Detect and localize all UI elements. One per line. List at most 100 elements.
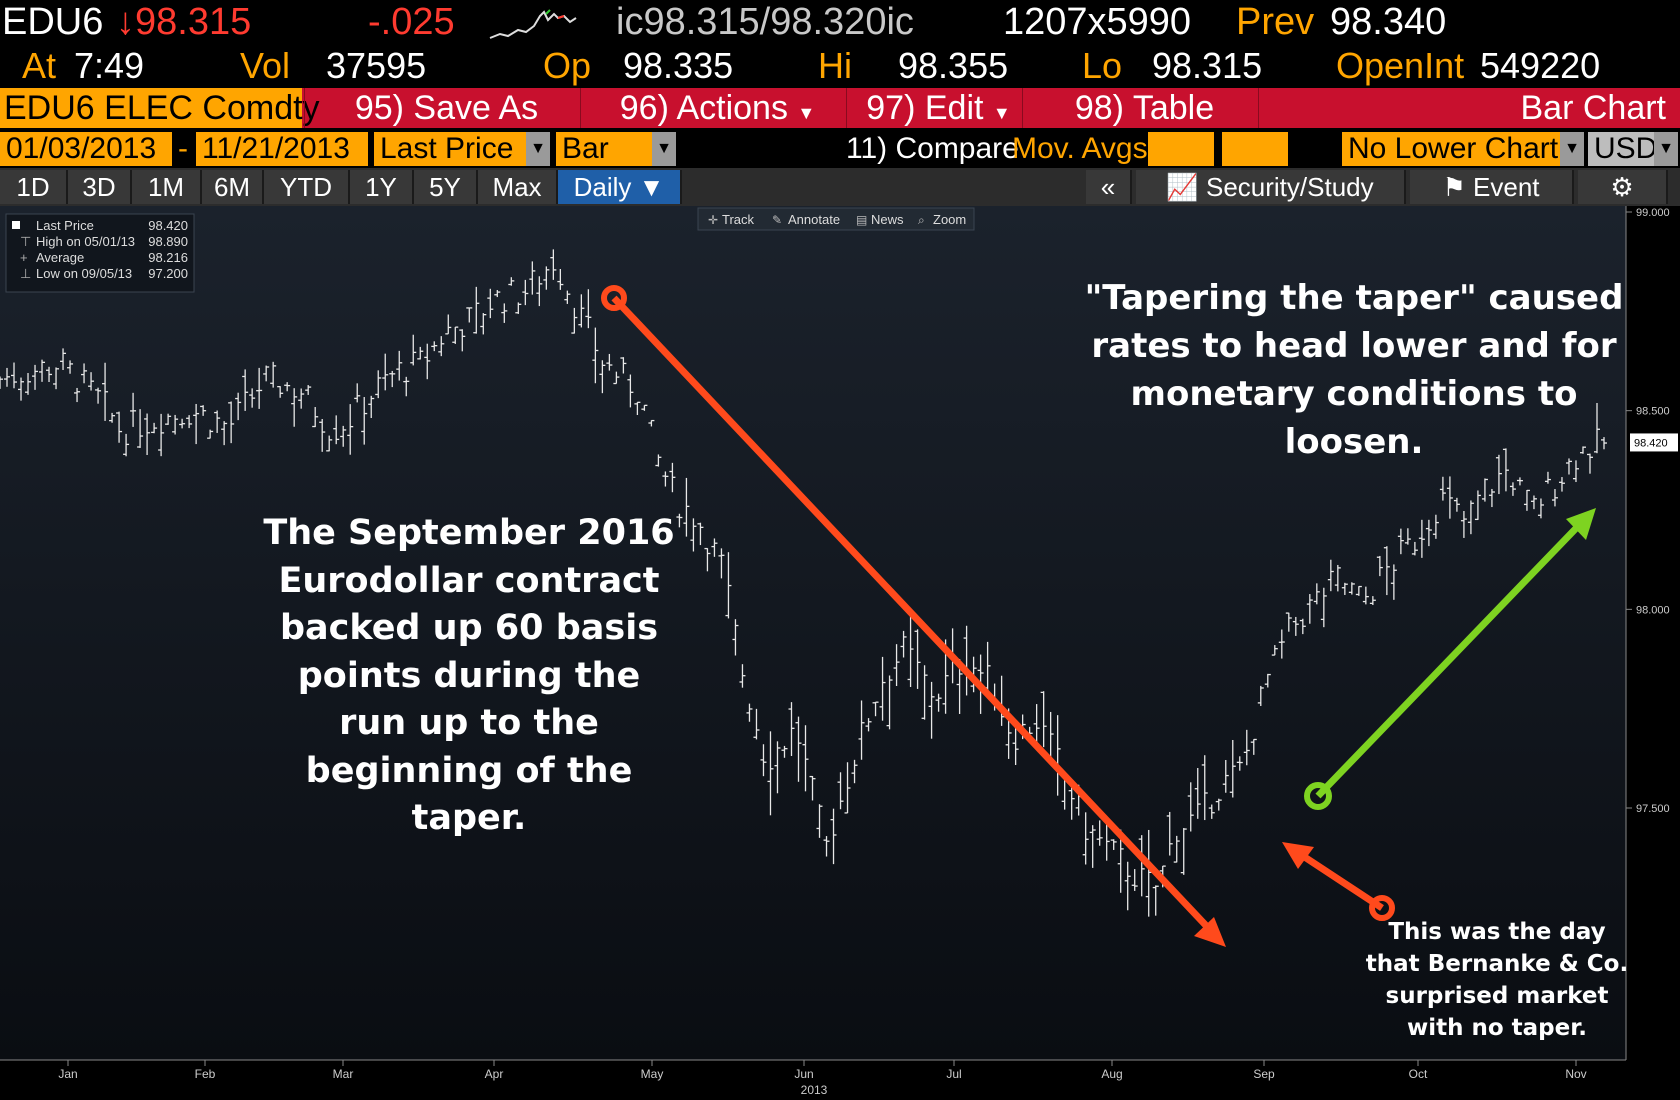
compare-button[interactable]: 11) Compare: [846, 132, 1019, 165]
save-as-button[interactable]: 95) Save As: [304, 88, 580, 128]
annotation-right-line: "Tapering the taper" caused: [1084, 278, 1624, 318]
period-tabs-row: 1D 3D 1M 6M YTD 1Y 5Y Max Daily ▼ « 📈 Se…: [0, 168, 1680, 206]
search-icon: ⌕: [918, 213, 925, 227]
start-date-input[interactable]: 01/03/2013: [0, 132, 172, 166]
price-bar: [522, 279, 529, 306]
price-bar: [704, 547, 711, 572]
price-bar: [585, 289, 592, 329]
mov-avgs-label[interactable]: Mov. Avgs: [1012, 132, 1148, 165]
y-axis-panel: [1626, 206, 1680, 1100]
price-bar: [1404, 528, 1411, 545]
tab-1y[interactable]: 1Y: [350, 170, 414, 204]
price-bar: [669, 462, 676, 493]
currency-dropdown-icon[interactable]: ▼: [1654, 132, 1678, 166]
price-bar: [242, 369, 249, 411]
lower-chart-select[interactable]: No Lower Chart: [1342, 132, 1560, 166]
mov-avg-input-2[interactable]: [1222, 132, 1288, 166]
collapse-button[interactable]: «: [1086, 170, 1132, 204]
price-bar: [144, 413, 151, 455]
price-bar: [1439, 476, 1446, 501]
bar-chart[interactable]: 97.500 98.000 98.500 99.000 98.420 Jan Feb Mar…: [0, 206, 1680, 1100]
price-bar: [1257, 685, 1264, 707]
price-bar: [158, 413, 165, 457]
annotation-left-line: run up to the: [339, 703, 599, 743]
security-study-label: Security/Study: [1205, 172, 1374, 202]
annotation-left: The September 2016 Eurodollar contract b…: [248, 510, 690, 843]
price-bar: [1383, 546, 1390, 596]
zoom-button[interactable]: Zoom: [933, 212, 966, 227]
price-bar: [179, 418, 186, 429]
actions-menu[interactable]: 96) Actions ▼: [580, 88, 846, 128]
price-bar: [746, 703, 753, 722]
event-button[interactable]: ⚑ Event: [1410, 170, 1574, 204]
price-bar: [543, 266, 550, 290]
tab-ytd[interactable]: YTD: [264, 170, 350, 204]
plot-area: [0, 206, 1626, 1060]
ticker-symbol[interactable]: EDU6: [2, 0, 104, 43]
price-bar: [760, 744, 767, 777]
price-bar: [102, 362, 109, 421]
legend-box: [5, 213, 195, 293]
currency-select[interactable]: USD: [1588, 132, 1657, 166]
y-tick-label: 97.500: [1636, 803, 1670, 815]
annotation-right: "Tapering the taper" caused rates to hea…: [1074, 274, 1634, 466]
price-bar: [235, 392, 242, 421]
annotation-bottom-line: This was the day: [1388, 919, 1606, 945]
annotation-left-line: backed up 60 basis: [279, 608, 659, 648]
price-bar: [67, 360, 74, 374]
price-bar: [298, 388, 305, 409]
price-bar: [1166, 811, 1173, 856]
gear-icon[interactable]: ⚙: [1578, 170, 1668, 204]
edit-menu[interactable]: 97) Edit ▼: [846, 88, 1022, 128]
style-dropdown-icon[interactable]: ▼: [652, 132, 676, 166]
price-bar: [1523, 489, 1530, 511]
price-bar: [1138, 835, 1145, 897]
news-button[interactable]: News: [871, 212, 904, 227]
field-dropdown-icon[interactable]: ▼: [526, 132, 550, 166]
tab-3d[interactable]: 3D: [68, 170, 132, 204]
legend-last-label: Last Price: [36, 218, 94, 233]
x-tick-label: Jan: [58, 1067, 77, 1081]
tab-daily[interactable]: Daily ▼: [558, 170, 682, 204]
price-bar: [1264, 673, 1271, 688]
price-bar: [1362, 586, 1369, 605]
security-study-button[interactable]: 📈 Security/Study: [1136, 170, 1406, 204]
high-value: 98.355: [898, 45, 1009, 86]
price-bar: [214, 410, 221, 433]
price-bar: [1124, 861, 1131, 911]
view-title: Bar Chart: [1258, 88, 1680, 128]
price-bar: [207, 429, 214, 439]
lower-chart-dropdown-icon[interactable]: ▼: [1560, 132, 1584, 166]
mov-avg-input-1[interactable]: [1148, 132, 1214, 166]
price-bar: [291, 388, 298, 427]
price-bar: [865, 718, 872, 732]
price-bar: [725, 552, 732, 619]
tab-5y[interactable]: 5Y: [414, 170, 478, 204]
price-bar: [767, 731, 774, 816]
price-bar: [872, 701, 879, 717]
price-bar: [1502, 448, 1509, 492]
security-field[interactable]: EDU6 ELEC Comdty: [0, 88, 320, 128]
price-bar: [571, 307, 578, 334]
end-date-input[interactable]: 11/21/2013: [196, 132, 368, 166]
price-bar: [1320, 587, 1327, 628]
tab-1m[interactable]: 1M: [132, 170, 202, 204]
track-button[interactable]: Track: [722, 212, 755, 227]
last-price: ↓98.315: [116, 0, 252, 43]
price-bar: [662, 471, 669, 487]
style-select[interactable]: Bar: [556, 132, 652, 166]
table-button[interactable]: 98) Table: [1022, 88, 1258, 128]
tab-max[interactable]: Max: [478, 170, 558, 204]
red-arrow-start-icon: [601, 285, 627, 311]
open-interest-label: OpenInt: [1336, 45, 1465, 86]
field-select[interactable]: Last Price: [374, 132, 526, 166]
price-bar: [1229, 739, 1236, 798]
price-bar: [4, 367, 11, 387]
price-bar: [221, 421, 228, 446]
tab-6m[interactable]: 6M: [202, 170, 264, 204]
price-bar: [634, 401, 641, 416]
annotate-button[interactable]: Annotate: [788, 212, 840, 227]
price-bar: [795, 716, 802, 782]
open-interest-value: 549220: [1480, 45, 1601, 86]
tab-1d[interactable]: 1D: [0, 170, 68, 204]
